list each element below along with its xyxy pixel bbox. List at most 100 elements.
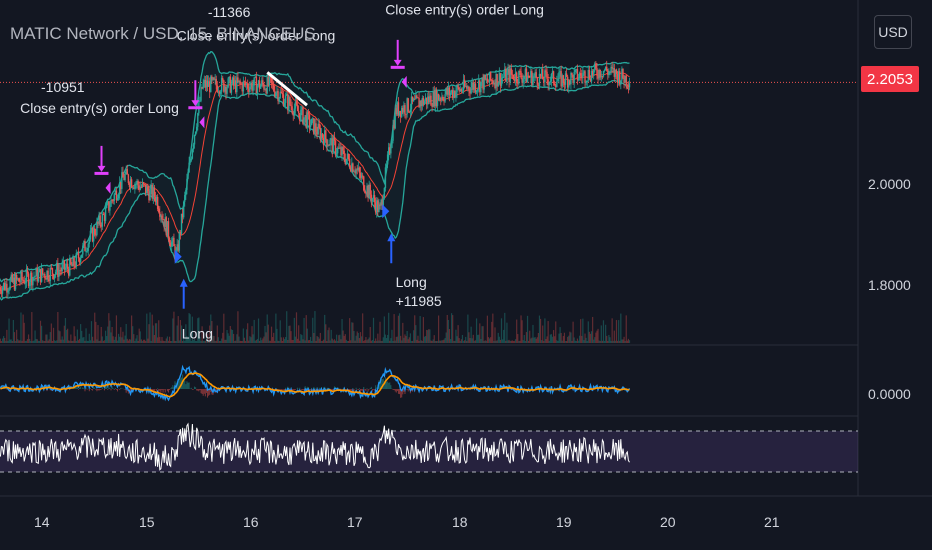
volume-bar bbox=[93, 340, 95, 343]
volume-bar bbox=[68, 340, 70, 343]
macd-histogram-bar bbox=[6, 389, 8, 390]
volume-bar bbox=[82, 337, 84, 343]
candle-body bbox=[482, 77, 484, 90]
candle-body bbox=[316, 131, 318, 135]
candle-body bbox=[47, 270, 49, 280]
date-tick-label: 19 bbox=[556, 514, 572, 530]
volume-bar bbox=[366, 340, 368, 343]
volume-bar bbox=[480, 339, 482, 343]
volume-bar bbox=[621, 339, 623, 343]
volume-bar bbox=[317, 336, 319, 343]
candle-body bbox=[265, 89, 267, 94]
candle-body bbox=[521, 77, 523, 83]
candle-body bbox=[502, 76, 505, 78]
volume-bar bbox=[449, 339, 452, 343]
volume-bar bbox=[242, 328, 244, 343]
volume-bar bbox=[160, 340, 162, 343]
candle-body bbox=[296, 104, 299, 112]
candle-body bbox=[378, 204, 380, 213]
currency-button[interactable]: USD bbox=[874, 15, 912, 49]
volume-bar bbox=[327, 330, 329, 343]
candle-body bbox=[320, 133, 323, 140]
volume-bar bbox=[289, 325, 291, 343]
volume-bar bbox=[599, 340, 601, 343]
candle-body bbox=[212, 77, 214, 80]
volume-bar bbox=[341, 319, 343, 343]
candle-body bbox=[25, 269, 28, 283]
volume-bar bbox=[56, 340, 58, 343]
volume-bar bbox=[406, 330, 408, 343]
candle-body bbox=[438, 98, 441, 100]
volume-bar bbox=[475, 318, 478, 343]
candle-body bbox=[189, 160, 191, 163]
volume-bar bbox=[111, 326, 113, 343]
candle-body bbox=[367, 185, 369, 198]
candle-body bbox=[394, 108, 396, 129]
candle-body bbox=[525, 68, 528, 83]
volume-bar bbox=[161, 337, 163, 343]
candle-body bbox=[172, 237, 174, 242]
candle-body bbox=[100, 224, 102, 227]
candle-body bbox=[194, 131, 197, 136]
candle-body bbox=[505, 68, 507, 82]
volume-bar bbox=[228, 335, 230, 343]
volume-bar bbox=[108, 313, 110, 343]
volume-bar bbox=[326, 340, 328, 343]
candle-body bbox=[32, 277, 34, 286]
volume-bar bbox=[315, 340, 317, 343]
close-order-flag bbox=[401, 75, 407, 88]
volume-bar bbox=[410, 340, 413, 343]
candle-body bbox=[126, 169, 128, 175]
volume-bar bbox=[434, 340, 436, 343]
macd-histogram-bar bbox=[197, 389, 199, 391]
volume-bar bbox=[503, 329, 505, 343]
macd-histogram-bar bbox=[358, 388, 360, 389]
candle-body bbox=[346, 153, 349, 159]
candle-body bbox=[297, 111, 300, 114]
volume-bar bbox=[209, 325, 211, 343]
candle-body bbox=[422, 97, 425, 105]
volume-bar bbox=[214, 340, 216, 343]
candle-body bbox=[166, 221, 169, 236]
macd-histogram-bar bbox=[82, 387, 84, 389]
macd-histogram-bar bbox=[199, 389, 201, 390]
candle-body bbox=[370, 194, 373, 202]
volume-bar bbox=[97, 325, 99, 343]
candle-body bbox=[421, 97, 424, 107]
macd-histogram-bar bbox=[202, 389, 204, 396]
volume-bar bbox=[59, 331, 61, 343]
volume-bar bbox=[89, 340, 91, 343]
macd-histogram-bar bbox=[390, 385, 392, 389]
candle-body bbox=[34, 276, 36, 278]
volume-bar bbox=[164, 340, 166, 343]
candle-body bbox=[418, 98, 420, 108]
volume-bar bbox=[173, 311, 175, 343]
volume-bar bbox=[532, 324, 534, 343]
candle-body bbox=[327, 145, 329, 147]
macd-histogram-bar bbox=[310, 389, 312, 391]
candle-body bbox=[387, 147, 390, 155]
macd-histogram-bar bbox=[103, 389, 105, 391]
candle-body bbox=[233, 80, 236, 85]
macd-histogram-bar bbox=[76, 386, 78, 389]
candle-body bbox=[129, 179, 132, 187]
macd-histogram-bar bbox=[194, 386, 196, 389]
candle-body bbox=[414, 98, 416, 100]
volume-bar bbox=[234, 340, 236, 343]
candle-body bbox=[148, 191, 150, 201]
price-candles bbox=[0, 60, 631, 299]
volume-bar bbox=[48, 339, 50, 343]
candle-body bbox=[164, 217, 166, 228]
volume-bar bbox=[494, 327, 496, 343]
macd-histogram-bar bbox=[400, 389, 402, 398]
date-tick-label: 16 bbox=[243, 514, 259, 530]
volume-bar bbox=[123, 339, 125, 343]
macd-histogram-bar bbox=[75, 385, 77, 389]
volume-bar bbox=[483, 340, 485, 343]
volume-bar bbox=[256, 338, 259, 343]
volume-bar bbox=[622, 339, 624, 343]
volume-bar bbox=[530, 338, 532, 343]
macd-histogram-bar bbox=[170, 388, 172, 389]
volume-bar bbox=[191, 316, 193, 343]
